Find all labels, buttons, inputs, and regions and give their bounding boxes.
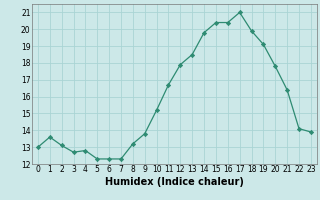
X-axis label: Humidex (Indice chaleur): Humidex (Indice chaleur) xyxy=(105,177,244,187)
